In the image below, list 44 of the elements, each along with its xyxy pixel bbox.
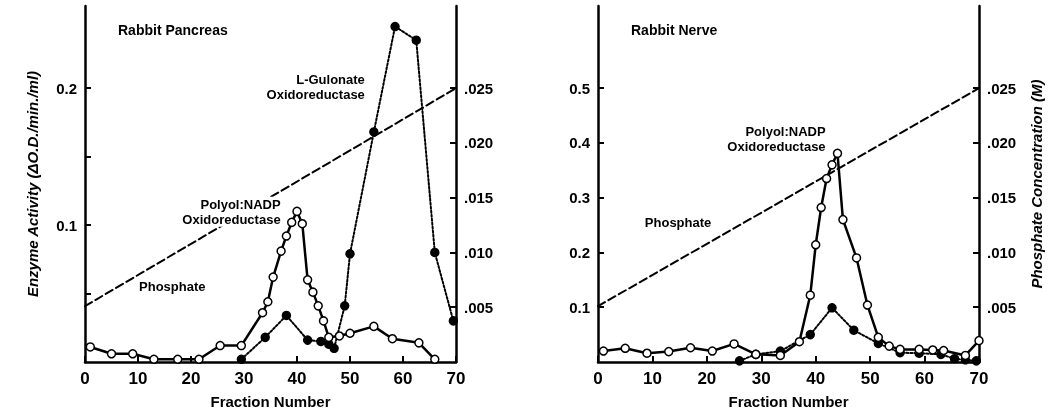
y2-tick-label: .015 <box>987 189 1017 207</box>
x-axis-title: Fraction Number <box>210 393 331 410</box>
y2-tick-label: .025 <box>987 79 1017 97</box>
x-tick-label: 30 <box>751 369 771 388</box>
y-tick-label: 0.4 <box>569 134 591 152</box>
y-tick-label: 0.1 <box>56 216 77 234</box>
x-tick-label: 40 <box>287 369 307 388</box>
y-tick-label: 0.2 <box>569 243 590 261</box>
y-tick-label: 0.2 <box>56 79 77 97</box>
x-axis-title: Fraction Number <box>728 393 849 410</box>
x-tick-label: 10 <box>128 369 148 388</box>
annotation: L-Gulonate Oxidoreductase <box>266 72 365 103</box>
y2-axis-title: Phosphate Concentration (M) <box>1028 79 1045 289</box>
y-axis-title: Enzyme Activity (ΔO.D./min./ml) <box>24 70 41 298</box>
y2-tick-label: .015 <box>464 189 494 207</box>
y2-tick-label: .025 <box>464 79 494 97</box>
y2-tick-label: .005 <box>464 298 494 316</box>
annotation: Phosphate <box>644 215 712 231</box>
y-tick-label: 0.1 <box>569 298 590 316</box>
annotation: Phosphate <box>139 279 206 295</box>
x-tick-label: 50 <box>860 369 880 388</box>
x-tick-label: 70 <box>446 369 466 388</box>
y2-tick-label: .020 <box>987 134 1017 152</box>
y2-tick-label: .020 <box>464 134 494 152</box>
x-tick-label: 20 <box>181 369 201 388</box>
x-tick-label: 20 <box>697 369 717 388</box>
x-tick-label: 50 <box>340 369 360 388</box>
x-tick-label: 60 <box>393 369 413 388</box>
x-tick-label: 0 <box>593 369 603 388</box>
x-tick-label: 70 <box>969 369 989 388</box>
x-tick-label: 60 <box>915 369 935 388</box>
annotation: Polyol:NADP Oxidoreductase <box>182 196 281 227</box>
y2-tick-label: .010 <box>464 243 494 261</box>
text: Rabbit Pancreas <box>118 22 228 38</box>
x-tick-label: 30 <box>234 369 254 388</box>
text: Rabbit Nerve <box>631 22 718 38</box>
y-tick-label: 0.3 <box>569 189 590 207</box>
annotation: Polyol:NADP Oxidoreductase <box>727 123 826 154</box>
y2-tick-label: .005 <box>987 298 1017 316</box>
x-tick-label: 0 <box>80 369 90 388</box>
x-tick-label: 40 <box>806 369 826 388</box>
x-tick-label: 10 <box>642 369 662 388</box>
y-tick-label: 0.5 <box>569 79 590 97</box>
y2-tick-label: .010 <box>987 243 1017 261</box>
